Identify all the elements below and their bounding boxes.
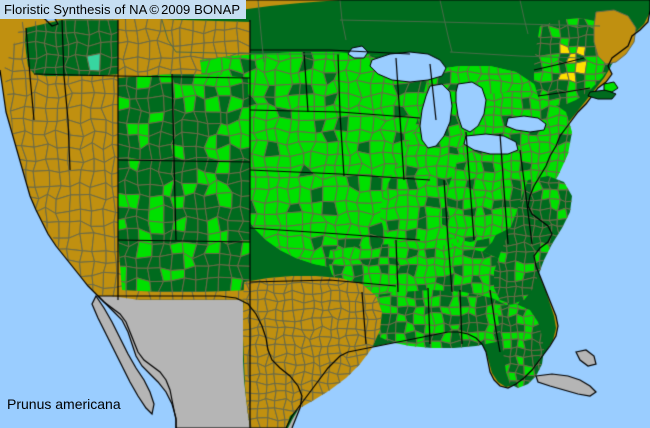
credit-banner: Floristic Synthesis of NA © 2009 BONAP bbox=[0, 0, 247, 19]
credit-prefix: Floristic Synthesis of NA bbox=[4, 2, 148, 17]
credit-suffix: 2009 BONAP bbox=[161, 2, 241, 17]
species-name-label: Prunus americana bbox=[7, 396, 121, 412]
copyright-icon: © bbox=[149, 2, 160, 17]
